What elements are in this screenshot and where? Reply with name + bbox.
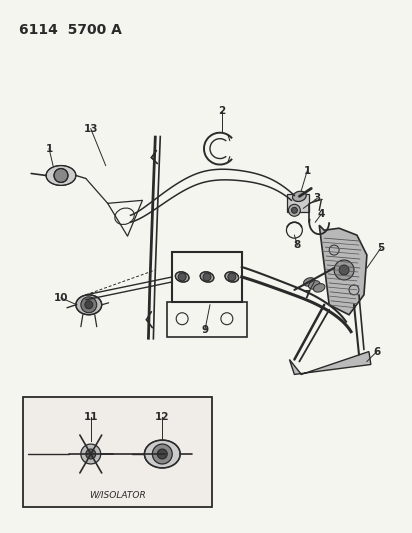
- Bar: [288, 195, 309, 212]
- Text: 6114  5700 A: 6114 5700 A: [19, 23, 122, 37]
- Circle shape: [81, 444, 101, 464]
- Ellipse shape: [293, 191, 306, 201]
- Ellipse shape: [46, 166, 76, 185]
- Circle shape: [339, 265, 349, 275]
- Text: 3: 3: [314, 193, 321, 204]
- Text: 4: 4: [318, 209, 325, 219]
- Text: 1: 1: [304, 166, 311, 175]
- Ellipse shape: [176, 272, 189, 282]
- Text: 11: 11: [84, 412, 98, 422]
- Circle shape: [203, 273, 211, 281]
- Text: 5: 5: [377, 243, 384, 253]
- Text: 2: 2: [218, 106, 225, 116]
- Circle shape: [178, 273, 186, 281]
- Polygon shape: [290, 352, 371, 375]
- Text: W/ISOLATOR: W/ISOLATOR: [89, 490, 146, 499]
- Circle shape: [288, 204, 300, 216]
- Polygon shape: [319, 225, 367, 315]
- Ellipse shape: [309, 281, 320, 289]
- Ellipse shape: [145, 440, 180, 468]
- Bar: [167, 302, 247, 337]
- Ellipse shape: [225, 272, 239, 282]
- Circle shape: [228, 273, 236, 281]
- Text: 8: 8: [294, 240, 301, 250]
- Ellipse shape: [200, 272, 214, 282]
- Text: 12: 12: [155, 412, 170, 422]
- Circle shape: [86, 449, 96, 459]
- Ellipse shape: [76, 295, 102, 315]
- Ellipse shape: [304, 278, 315, 286]
- Bar: [23, 397, 212, 507]
- Text: 13: 13: [84, 124, 98, 134]
- Text: 6: 6: [373, 346, 380, 357]
- Circle shape: [81, 297, 97, 313]
- Bar: [172, 252, 242, 302]
- Text: 9: 9: [201, 325, 208, 335]
- Text: 7: 7: [304, 290, 311, 300]
- Ellipse shape: [314, 284, 325, 292]
- Circle shape: [152, 444, 172, 464]
- Circle shape: [54, 168, 68, 182]
- Text: 1: 1: [45, 143, 53, 154]
- Circle shape: [157, 449, 167, 459]
- Circle shape: [85, 301, 93, 309]
- Text: 10: 10: [54, 293, 68, 303]
- Circle shape: [291, 207, 297, 213]
- Circle shape: [334, 260, 354, 280]
